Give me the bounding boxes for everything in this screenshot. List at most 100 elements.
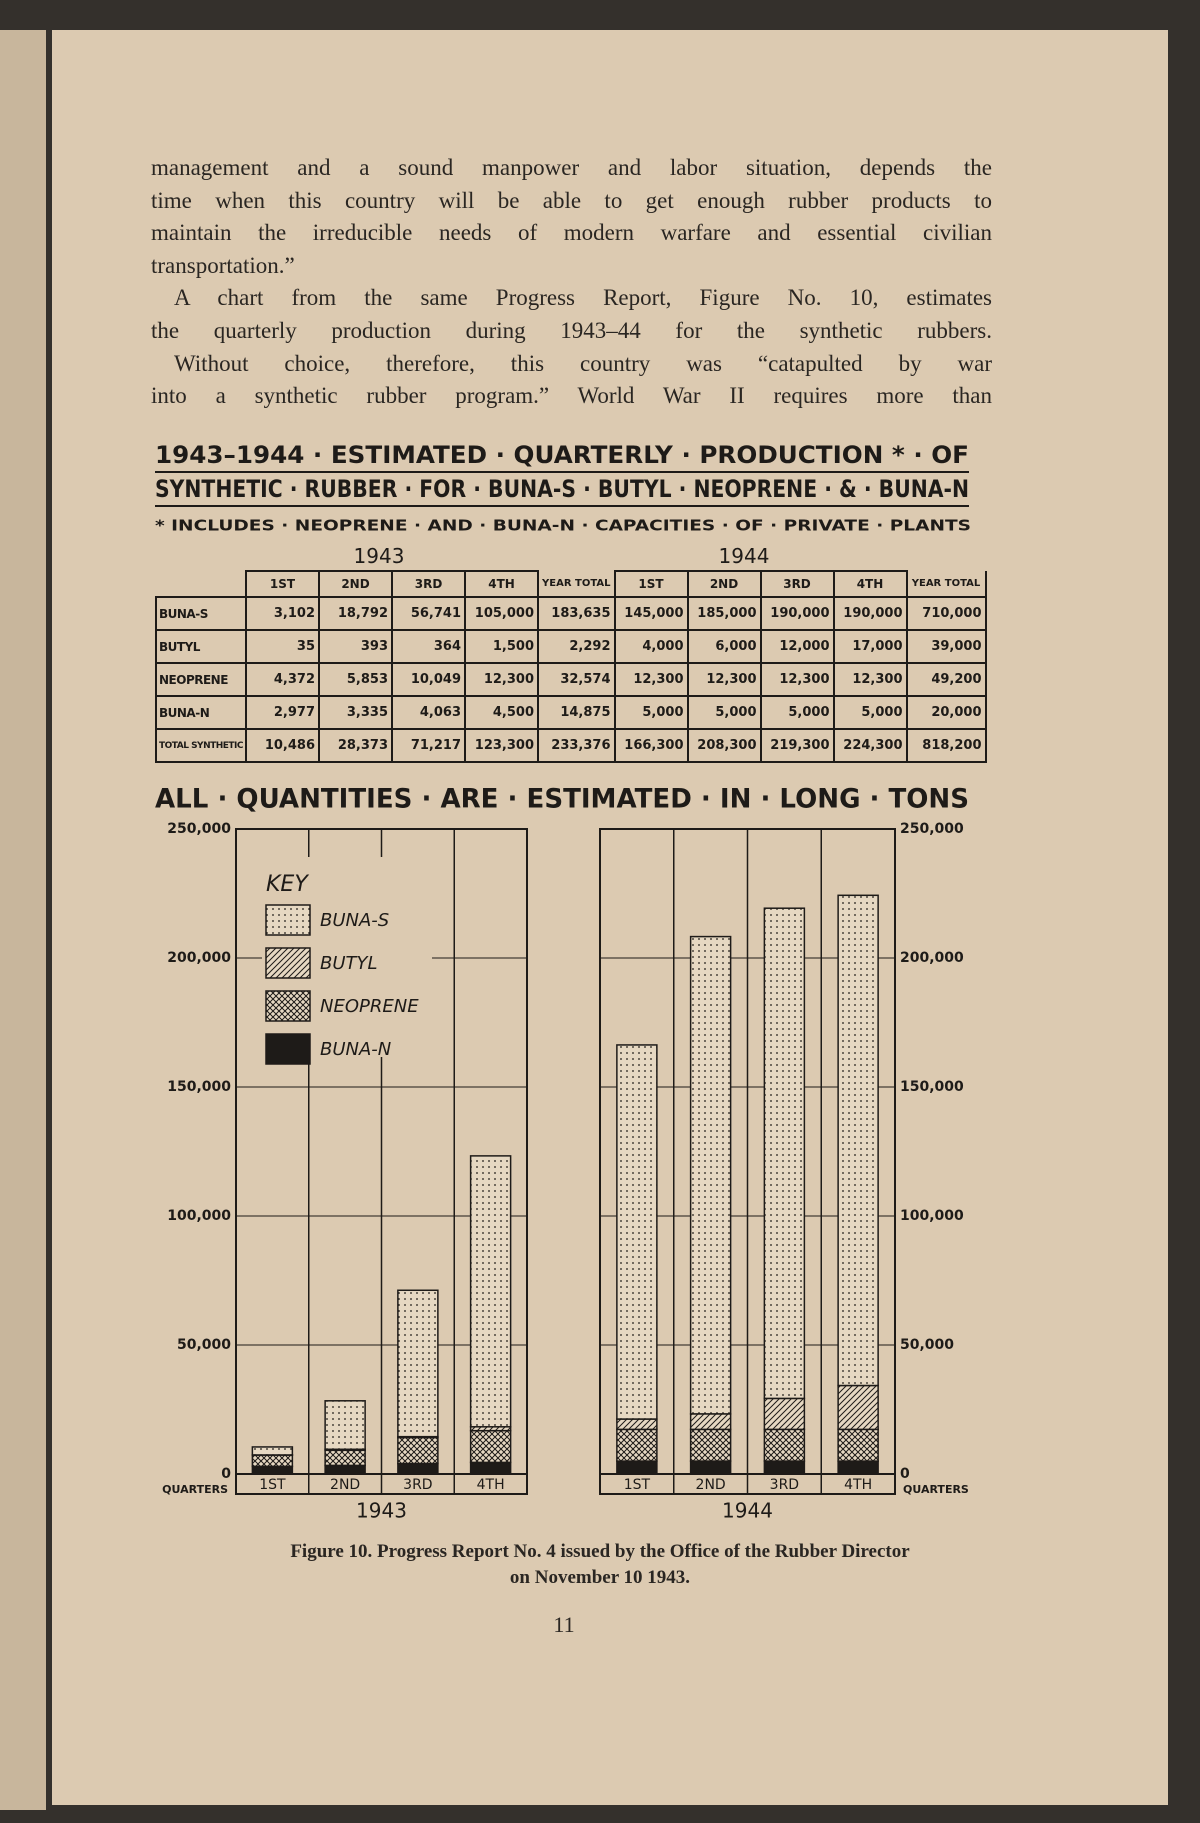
previous-page-edge bbox=[0, 30, 46, 1810]
text-line: into a synthetic rubber program.” World … bbox=[151, 383, 992, 409]
bar-segment bbox=[397, 1289, 439, 1438]
figure-title: 1943–1944 · ESTIMATED · QUARTERLY · PROD… bbox=[155, 441, 969, 469]
x-tick-label: 1ST bbox=[259, 1477, 286, 1493]
legend-swatch bbox=[265, 1033, 311, 1065]
bar-segment bbox=[689, 1428, 732, 1462]
y-tick-label: 150,000 bbox=[900, 1079, 964, 1095]
bar-segment bbox=[469, 1429, 512, 1464]
page-number: 11 bbox=[553, 1612, 575, 1637]
table-cell: 5,000 bbox=[832, 695, 908, 730]
text-line: A chart from the same Progress Report, F… bbox=[174, 285, 992, 311]
column-header: 3RD bbox=[759, 570, 835, 598]
figure-title: SYNTHETIC · RUBBER · FOR · BUNA-S · BUTY… bbox=[155, 475, 969, 503]
table-cell: 12,300 bbox=[613, 662, 689, 697]
bar-segment bbox=[397, 1462, 439, 1475]
table-body: BUNA-S 3,102 18,792 56,741 105,000 183,635 145… bbox=[154, 596, 987, 763]
table-cell: 71,217 bbox=[391, 728, 467, 763]
table-cell: 4,063 bbox=[391, 695, 467, 730]
column-header: 1ST bbox=[245, 570, 321, 598]
legend-swatch bbox=[265, 947, 311, 979]
table-cell: 35 bbox=[245, 629, 321, 664]
table-row: BUNA-S 3,102 18,792 56,741 105,000 183,635 145… bbox=[154, 596, 987, 631]
table-cell: 105,000 bbox=[464, 596, 540, 631]
table-year: 1943 bbox=[353, 544, 405, 568]
table-cell: 364 bbox=[391, 629, 467, 664]
table-cell: 32,574 bbox=[537, 662, 616, 697]
table-cell: 10,049 bbox=[391, 662, 467, 697]
table-row: BUNA-N 2,977 3,335 4,063 4,500 14,875 5,000 5,0… bbox=[154, 695, 987, 730]
table-cell: 5,000 bbox=[686, 695, 762, 730]
table-cell: 3,102 bbox=[245, 596, 321, 631]
column-header: 4TH bbox=[464, 570, 540, 598]
bar-segment bbox=[251, 1446, 294, 1456]
x-tick-label: 2ND bbox=[696, 1477, 726, 1493]
x-axis-label: QUARTERS bbox=[903, 1483, 969, 1496]
table-cell: 18,792 bbox=[318, 596, 394, 631]
table-cell: 10,486 bbox=[245, 728, 321, 763]
y-tick-label: 150,000 bbox=[167, 1079, 231, 1095]
row-label: BUTYL bbox=[154, 629, 248, 664]
header-row: 1ST 2ND 3RD 4TH YEAR TOTAL 1ST 2ND 3RD 4TH YEAR T… bbox=[156, 570, 987, 598]
table-cell: 12,300 bbox=[464, 662, 540, 697]
table-cell: 14,875 bbox=[537, 695, 616, 730]
y-tick-label: 250,000 bbox=[900, 821, 964, 837]
x-axis-label: QUARTERS bbox=[162, 1483, 228, 1496]
bar-segment bbox=[689, 1413, 732, 1431]
table-cell: 12,300 bbox=[832, 662, 908, 697]
table-cell: 393 bbox=[318, 629, 394, 664]
column-header: YEAR TOTAL bbox=[905, 571, 987, 598]
bar-segment bbox=[763, 1460, 806, 1475]
bar-segment bbox=[251, 1465, 294, 1475]
table-cell: 145,000 bbox=[613, 596, 689, 631]
bar-segment bbox=[616, 1460, 658, 1475]
row-label: BUNA-S bbox=[154, 596, 248, 631]
table-cell: 1,500 bbox=[464, 629, 540, 664]
column-header: 4TH bbox=[832, 570, 908, 598]
figure-footnote: * INCLUDES · NEOPRENE · AND · BUNA-N · C… bbox=[155, 517, 971, 535]
legend-label: BUTYL bbox=[320, 953, 378, 974]
legend-swatch bbox=[265, 990, 311, 1022]
x-tick-label: 3RD bbox=[770, 1477, 799, 1493]
table-cell: 4,000 bbox=[613, 629, 689, 664]
column-header: 1ST bbox=[613, 570, 689, 598]
text-line: the quarterly production during 1943–44 … bbox=[151, 318, 992, 343]
bar-segment bbox=[763, 1428, 806, 1462]
table-row: NEOPRENE 4,372 5,853 10,049 12,300 32,574 12,3… bbox=[154, 662, 987, 697]
legend-label: BUNA-S bbox=[320, 910, 389, 931]
bar-segment bbox=[324, 1449, 366, 1467]
table-cell: 224,300 bbox=[832, 728, 908, 763]
table-cell: 233,376 bbox=[537, 728, 616, 763]
table-cell: 20,000 bbox=[905, 695, 987, 730]
bar-segment bbox=[616, 1418, 658, 1431]
y-tick-label: 0 bbox=[900, 1466, 910, 1482]
table-cell: 12,000 bbox=[759, 629, 835, 664]
x-tick-label: 4TH bbox=[477, 1477, 505, 1493]
bar-segment bbox=[837, 1460, 879, 1475]
table-cell: 4,500 bbox=[464, 695, 540, 730]
table-cell: 6,000 bbox=[686, 629, 762, 664]
table-cell: 4,372 bbox=[245, 662, 321, 697]
legend-title: KEY bbox=[266, 872, 309, 897]
bar-segment bbox=[837, 1428, 879, 1462]
table-cell: 39,000 bbox=[905, 629, 987, 664]
bar-segment bbox=[616, 1044, 658, 1420]
bar-segment bbox=[251, 1454, 294, 1468]
table-cell: 17,000 bbox=[832, 629, 908, 664]
y-tick-label: 100,000 bbox=[900, 1208, 964, 1224]
bar-segment bbox=[837, 894, 879, 1387]
table-cell: 5,000 bbox=[613, 695, 689, 730]
text-line: management and a sound manpower and labo… bbox=[151, 155, 992, 180]
table-cell: 166,300 bbox=[613, 728, 689, 763]
bar-segment bbox=[397, 1436, 439, 1465]
y-tick-label: 200,000 bbox=[167, 950, 231, 966]
table-cell: 5,000 bbox=[759, 695, 835, 730]
chart-title: ALL · QUANTITIES · ARE · ESTIMATED · IN … bbox=[155, 784, 969, 815]
bar-segment bbox=[763, 907, 806, 1400]
table-cell: 219,300 bbox=[759, 728, 835, 763]
y-tick-label: 250,000 bbox=[167, 821, 231, 837]
table-cell: 710,000 bbox=[905, 596, 987, 631]
table-cell: 183,635 bbox=[537, 596, 616, 631]
y-tick-label: 50,000 bbox=[900, 1337, 954, 1353]
y-tick-label: 0 bbox=[221, 1466, 231, 1482]
